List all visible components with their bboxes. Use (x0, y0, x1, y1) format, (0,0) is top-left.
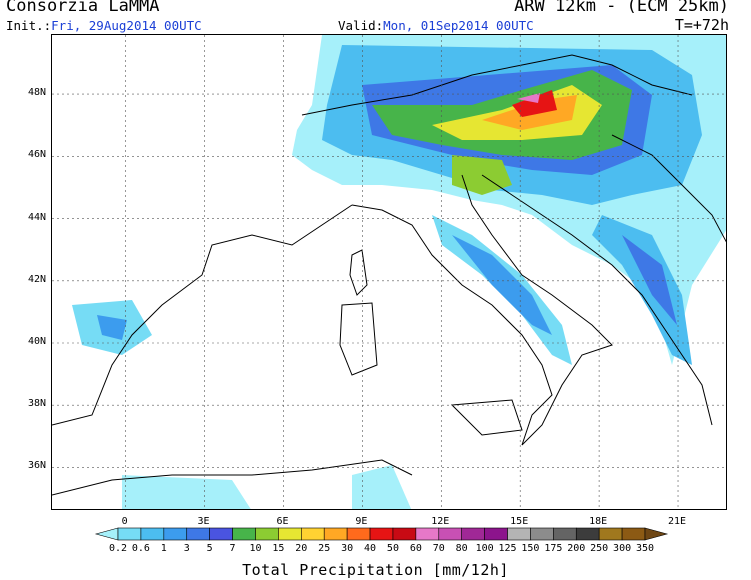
lon-tick-label: 0 (121, 516, 128, 527)
colorbar-bin (140, 527, 165, 541)
colorbar-level-label: 100 (475, 543, 494, 554)
precip-africa (122, 475, 251, 509)
model-title: ARW 12km - (ECM 25km) (514, 0, 729, 16)
colorbar-level-label: 50 (386, 543, 399, 554)
lat-tick-label: 38N (28, 398, 47, 410)
coast-italy-west (351, 204, 553, 446)
colorbar-arrow-high (644, 527, 669, 541)
alps-border (301, 54, 693, 116)
colorbar-level-label: 40 (364, 543, 377, 554)
colorbar-bin (575, 527, 600, 541)
island-corsica (349, 249, 368, 296)
colorbar-title: Total Precipitation [mm/12h] (242, 561, 509, 579)
precip-balkan-2 (622, 235, 677, 325)
lat-tick-label: 46N (28, 149, 47, 161)
colorbar-level-label: 200 (567, 543, 586, 554)
coast-italy-east (461, 174, 613, 446)
coast-africa (52, 459, 413, 496)
precip-pink (517, 93, 540, 103)
colorbar-bin (255, 527, 279, 541)
lon-tick-label: 3E (197, 516, 210, 527)
precip-italy-blue (452, 235, 552, 335)
colorbar-bin (346, 527, 371, 541)
colorbar-level-label: 350 (635, 543, 655, 554)
init-value: Fri, 29Aug2014 00UTC (51, 18, 202, 33)
colorbar-bin (301, 527, 325, 541)
colorbar-bin (117, 527, 142, 541)
colorbar-bin (598, 527, 623, 541)
precip-balkan (592, 215, 692, 365)
colorbar-bin (438, 527, 462, 541)
lon-tick-label: 15E (510, 516, 529, 527)
colorbar-level-label: 70 (432, 543, 445, 554)
precip-africa-2 (352, 465, 412, 509)
colorbar-level-label: 80 (455, 543, 468, 554)
colorbar-level-label: 250 (590, 543, 609, 554)
colorbar-level-label: 7 (229, 543, 236, 554)
colorbar-level-label: 1 (160, 543, 167, 554)
lon-tick-label: 12E (431, 516, 450, 527)
lon-tick-label: 18E (589, 516, 608, 527)
colorbar-level-label: 150 (521, 543, 540, 554)
valid-label: Valid: (338, 18, 384, 33)
colorbar-level-label: 175 (544, 543, 563, 554)
lat-tick-label: 42N (28, 273, 47, 285)
colorbar-level-label: 125 (498, 543, 517, 554)
lon-tick-label: 9E (355, 516, 368, 527)
lat-lon-grid (52, 35, 726, 509)
map-svg (52, 35, 726, 509)
island-sardinia (339, 302, 378, 376)
colorbar-bin (163, 527, 188, 541)
init-label: Init.: (6, 18, 52, 33)
coast-france-spain (52, 204, 353, 426)
colorbar-bin (621, 527, 646, 541)
colorbar-bin (507, 527, 531, 541)
valid-time: Valid:Mon, 01Sep2014 00UTC (338, 18, 534, 33)
lat-tick-label: 36N (28, 460, 47, 472)
coastlines (52, 54, 726, 496)
colorbar-level-label: 25 (318, 543, 331, 554)
colorbar-bin (323, 527, 348, 541)
colorbar-bin (415, 527, 440, 541)
colorbar-level-label: 10 (249, 543, 262, 554)
colorbar-bin (369, 527, 394, 541)
lead-time: T=+72h (674, 16, 729, 34)
colorbar-bin (232, 527, 256, 541)
colorbar-level-label: 20 (295, 543, 308, 554)
valid-value: Mon, 01Sep2014 00UTC (383, 18, 534, 33)
precip-red (512, 90, 557, 117)
colorbar-level-label: 0.6 (131, 543, 150, 554)
org-title: Consorzia LaMMA (6, 0, 160, 16)
precip-spain-2 (97, 315, 127, 340)
colorbar-bin (553, 527, 577, 541)
colorbar-bin (484, 527, 508, 541)
island-sicily (450, 399, 523, 436)
colorbar-bin (392, 527, 417, 541)
colorbar-bin (461, 527, 485, 541)
coast-adriatic-east (481, 174, 713, 426)
colorbar-bin (530, 527, 554, 541)
colorbar-level-label: 300 (613, 543, 632, 554)
colorbar-level-label: 30 (341, 543, 354, 554)
balkan-border (611, 134, 726, 243)
lon-tick-label: 21E (667, 516, 687, 527)
colorbar-arrow-low (94, 527, 119, 541)
colorbar-level-label: 3 (183, 543, 190, 554)
colorbar-level-label: 0.2 (108, 543, 128, 554)
colorbar-bin (278, 527, 302, 541)
colorbar-level-label: 5 (206, 543, 213, 554)
lat-tick-label: 44N (28, 211, 47, 223)
lat-tick-label: 48N (28, 87, 47, 99)
precipitation-map (51, 34, 727, 510)
lat-tick-label: 40N (28, 336, 47, 347)
init-time: Init.:Fri, 29Aug2014 00UTC (6, 18, 202, 33)
lon-tick-label: 6E (276, 516, 289, 527)
colorbar (94, 527, 669, 541)
colorbar-bin (186, 527, 210, 541)
colorbar-bin (209, 527, 233, 541)
colorbar-level-label: 15 (272, 543, 285, 554)
precip-field (72, 35, 726, 509)
colorbar-level-label: 60 (409, 543, 422, 554)
